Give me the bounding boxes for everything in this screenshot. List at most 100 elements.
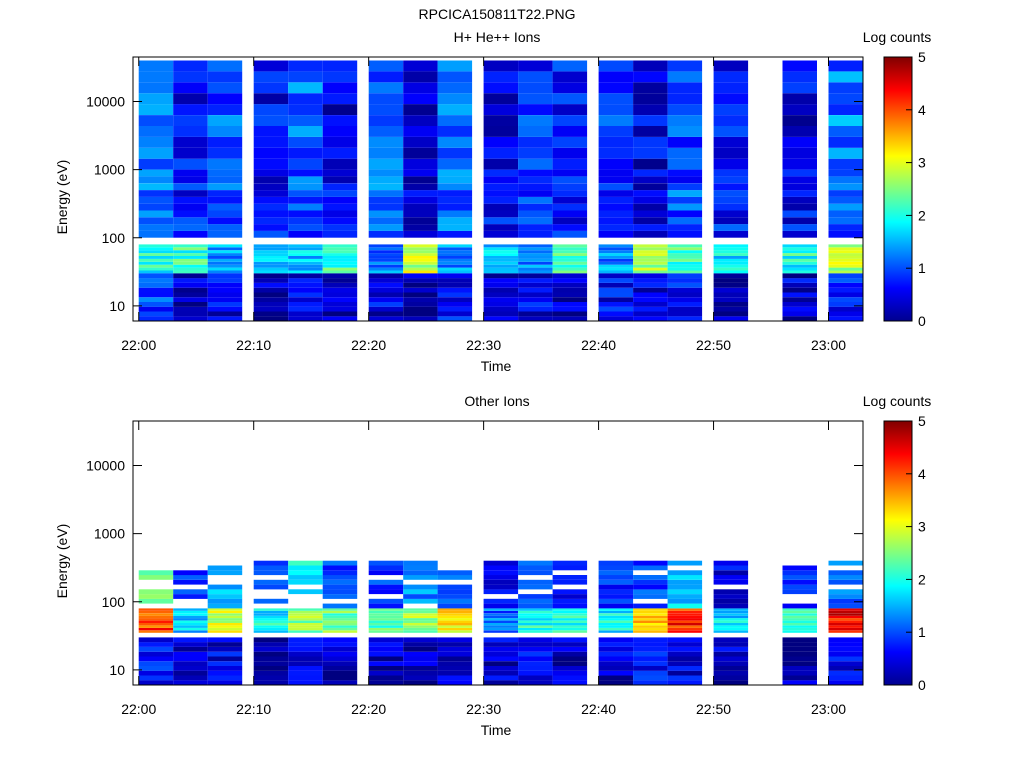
heatmap-cell [403, 661, 438, 666]
heatmap-cell [552, 311, 588, 317]
heatmap-cell [552, 287, 588, 293]
heatmap-cell [437, 158, 473, 170]
heatmap-cell [322, 297, 358, 302]
heatmap-cell [253, 637, 289, 643]
heatmap-cell [633, 136, 668, 148]
heatmap-cell [253, 147, 289, 159]
heatmap-cell [828, 598, 863, 604]
heatmap-cell [253, 261, 289, 265]
heatmap-cell [173, 230, 208, 238]
heatmap-cell [368, 618, 404, 621]
heatmap-cell [828, 608, 863, 611]
heatmap-cell [667, 589, 703, 595]
heatmap-cell [483, 570, 519, 576]
heatmap-cell [253, 613, 289, 616]
heatmap-cell [403, 620, 438, 623]
heatmap-cell [437, 270, 473, 274]
heatmap-cell [322, 264, 358, 268]
heatmap-cell [322, 71, 358, 83]
heatmap-cell [322, 646, 358, 652]
heatmap-cell [173, 316, 208, 321]
heatmap-cell [552, 217, 588, 225]
heatmap-cell [483, 183, 519, 191]
heatmap-cell [322, 594, 358, 599]
heatmap-cell [552, 575, 588, 580]
heatmap-cell [518, 282, 553, 288]
heatmap-cell [552, 613, 588, 616]
heatmap-cell [782, 292, 817, 298]
heatmap-cell [483, 250, 519, 254]
x-tick-label: 23:00 [811, 701, 846, 717]
heatmap-cell [207, 256, 243, 259]
heatmap-cell [288, 680, 323, 685]
heatmap-cell [138, 608, 174, 611]
heatmap-cell [633, 126, 668, 137]
heatmap-cell [552, 608, 588, 611]
heatmap-cell [322, 651, 358, 657]
heatmap-cell [782, 675, 817, 681]
heatmap-cell [713, 625, 749, 628]
heatmap-cell [598, 625, 634, 628]
heatmap-cell [437, 292, 473, 298]
heatmap-cell [782, 618, 817, 621]
heatmap-cell [483, 93, 519, 105]
heatmap-cell [253, 183, 289, 191]
heatmap-cell [322, 190, 358, 197]
heatmap-cell [288, 282, 323, 288]
heatmap-cell [368, 613, 404, 616]
heatmap-cell [322, 610, 358, 614]
heatmap-cell [403, 250, 438, 254]
heatmap-cell [403, 656, 438, 662]
heatmap-cell [288, 93, 323, 105]
heatmap-cell [667, 560, 703, 566]
heatmap-cell [782, 579, 817, 585]
heatmap-cell [713, 642, 749, 647]
colorbar-tick-label: 3 [918, 519, 926, 535]
heatmap-cell [828, 270, 863, 274]
heatmap-cell [518, 584, 553, 590]
heatmap-cell [552, 620, 588, 623]
heatmap-cell [782, 258, 817, 262]
heatmap-cell [207, 625, 243, 628]
heatmap-cell [713, 282, 749, 288]
heatmap-cell [437, 623, 473, 626]
heatmap-cell [368, 287, 404, 293]
heatmap-cell [288, 292, 323, 298]
heatmap-cell [207, 267, 243, 271]
heatmap-cell [782, 302, 817, 307]
heatmap-cell [403, 575, 438, 580]
heatmap-cell [552, 273, 588, 279]
heatmap-cell [322, 104, 358, 115]
heatmap-cell [518, 656, 553, 662]
heatmap-cell [552, 589, 588, 595]
heatmap-cell [483, 675, 519, 681]
heatmap-cell [138, 253, 174, 256]
heatmap-cell [633, 176, 668, 184]
heatmap-cell [322, 615, 358, 619]
heatmap-cell [713, 169, 749, 177]
heatmap-cell [173, 675, 208, 681]
heatmap-cell [437, 297, 473, 302]
heatmap-cell [437, 244, 473, 248]
heatmap-cell [322, 584, 358, 590]
heatmap-cell [667, 316, 703, 321]
heatmap-cell [518, 250, 553, 254]
heatmap-cell [437, 584, 473, 590]
heatmap-cell [667, 250, 703, 254]
heatmap-cell [483, 230, 519, 238]
heatmap-cell [403, 565, 438, 571]
heatmap-cell [552, 203, 588, 211]
heatmap-cell [518, 158, 553, 170]
heatmap-cell [288, 210, 323, 218]
heatmap-cell [368, 230, 404, 238]
heatmap-cell [483, 589, 519, 595]
heatmap-cell [207, 615, 243, 619]
heatmap-cell [253, 630, 289, 633]
heatmap-cell [552, 278, 588, 283]
heatmap-cell [782, 565, 817, 571]
heatmap-cell [552, 190, 588, 197]
heatmap-cell [518, 565, 553, 571]
heatmap-cell [667, 169, 703, 177]
heatmap-cell [518, 623, 553, 626]
heatmap-cell [207, 316, 243, 321]
